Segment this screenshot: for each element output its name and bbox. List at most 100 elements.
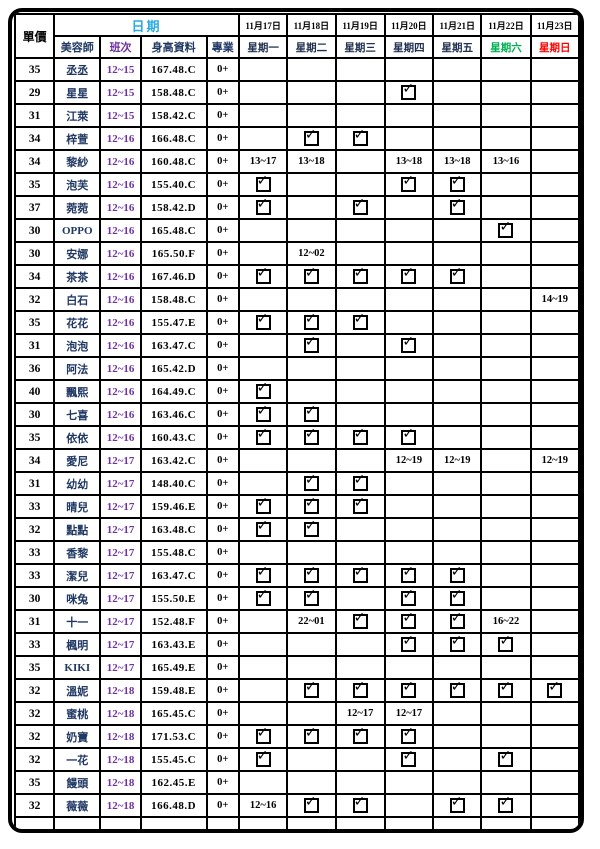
- day-cell[interactable]: [237, 241, 289, 266]
- day-cell[interactable]: [286, 701, 337, 726]
- day-cell[interactable]: [480, 195, 532, 220]
- day-cell[interactable]: [286, 402, 337, 427]
- day-cell[interactable]: [334, 816, 386, 829]
- day-cell[interactable]: [480, 816, 532, 829]
- day-cell[interactable]: [237, 57, 289, 82]
- day-cell[interactable]: [334, 793, 386, 818]
- day-cell[interactable]: [480, 701, 532, 726]
- day-cell[interactable]: [286, 80, 337, 105]
- day-cell[interactable]: [383, 563, 435, 588]
- day-cell[interactable]: [383, 747, 435, 772]
- day-cell[interactable]: [432, 425, 483, 450]
- day-cell[interactable]: [286, 816, 337, 829]
- day-cell[interactable]: 22~01: [286, 609, 337, 634]
- day-cell[interactable]: [237, 287, 289, 312]
- day-cell[interactable]: [529, 609, 580, 634]
- day-cell[interactable]: [529, 379, 580, 404]
- day-cell[interactable]: 12~19: [383, 448, 435, 473]
- day-cell[interactable]: [237, 356, 289, 381]
- day-cell[interactable]: [237, 379, 289, 404]
- day-cell[interactable]: [432, 586, 483, 611]
- day-cell[interactable]: [529, 632, 580, 657]
- day-cell[interactable]: [334, 770, 386, 795]
- day-cell[interactable]: [334, 402, 386, 427]
- day-cell[interactable]: [237, 333, 289, 358]
- day-cell[interactable]: [237, 517, 289, 542]
- day-cell[interactable]: [334, 471, 386, 496]
- day-cell[interactable]: [237, 632, 289, 657]
- day-cell[interactable]: [432, 471, 483, 496]
- day-cell[interactable]: [529, 333, 580, 358]
- day-cell[interactable]: [334, 172, 386, 197]
- day-cell[interactable]: [383, 57, 435, 82]
- day-cell[interactable]: [237, 655, 289, 680]
- day-cell[interactable]: [237, 770, 289, 795]
- day-cell[interactable]: [480, 126, 532, 151]
- day-cell[interactable]: [237, 310, 289, 335]
- day-cell[interactable]: [237, 218, 289, 243]
- day-cell[interactable]: [334, 747, 386, 772]
- day-cell[interactable]: [237, 126, 289, 151]
- day-cell[interactable]: [432, 402, 483, 427]
- day-cell[interactable]: [286, 310, 337, 335]
- day-cell[interactable]: [432, 816, 483, 829]
- day-cell[interactable]: [286, 540, 337, 565]
- day-cell[interactable]: [480, 356, 532, 381]
- day-cell[interactable]: 12~17: [334, 701, 386, 726]
- day-cell[interactable]: [529, 172, 580, 197]
- day-cell[interactable]: [383, 195, 435, 220]
- day-cell[interactable]: [432, 517, 483, 542]
- day-cell[interactable]: [432, 724, 483, 749]
- day-cell[interactable]: [286, 678, 337, 703]
- day-cell[interactable]: [237, 724, 289, 749]
- day-cell[interactable]: [237, 609, 289, 634]
- day-cell[interactable]: [237, 195, 289, 220]
- day-cell[interactable]: [432, 241, 483, 266]
- day-cell[interactable]: [529, 402, 580, 427]
- day-cell[interactable]: [286, 747, 337, 772]
- day-cell[interactable]: [480, 80, 532, 105]
- day-cell[interactable]: [529, 494, 580, 519]
- day-cell[interactable]: [334, 678, 386, 703]
- day-cell[interactable]: [432, 655, 483, 680]
- day-cell[interactable]: [529, 425, 580, 450]
- day-cell[interactable]: [529, 540, 580, 565]
- day-cell[interactable]: [286, 126, 337, 151]
- day-cell[interactable]: 12~19: [529, 448, 580, 473]
- day-cell[interactable]: [432, 264, 483, 289]
- day-cell[interactable]: [480, 517, 532, 542]
- day-cell[interactable]: [286, 425, 337, 450]
- day-cell[interactable]: [480, 540, 532, 565]
- day-cell[interactable]: [237, 172, 289, 197]
- day-cell[interactable]: [286, 333, 337, 358]
- day-cell[interactable]: [529, 149, 580, 174]
- day-cell[interactable]: [480, 494, 532, 519]
- day-cell[interactable]: [480, 747, 532, 772]
- day-cell[interactable]: [237, 471, 289, 496]
- day-cell[interactable]: [334, 586, 386, 611]
- day-cell[interactable]: [237, 80, 289, 105]
- day-cell[interactable]: [383, 287, 435, 312]
- day-cell[interactable]: [480, 172, 532, 197]
- day-cell[interactable]: [286, 448, 337, 473]
- day-cell[interactable]: [432, 126, 483, 151]
- day-cell[interactable]: [237, 103, 289, 128]
- day-cell[interactable]: [334, 264, 386, 289]
- day-cell[interactable]: [529, 678, 580, 703]
- day-cell[interactable]: [383, 586, 435, 611]
- day-cell[interactable]: [480, 333, 532, 358]
- day-cell[interactable]: [334, 517, 386, 542]
- day-cell[interactable]: [286, 563, 337, 588]
- day-cell[interactable]: [334, 609, 386, 634]
- day-cell[interactable]: 13~18: [432, 149, 483, 174]
- day-cell[interactable]: [334, 103, 386, 128]
- day-cell[interactable]: [529, 241, 580, 266]
- day-cell[interactable]: [286, 724, 337, 749]
- day-cell[interactable]: [286, 218, 337, 243]
- day-cell[interactable]: [334, 724, 386, 749]
- day-cell[interactable]: [286, 172, 337, 197]
- day-cell[interactable]: [383, 103, 435, 128]
- day-cell[interactable]: [432, 609, 483, 634]
- day-cell[interactable]: [432, 57, 483, 82]
- day-cell[interactable]: [237, 816, 289, 829]
